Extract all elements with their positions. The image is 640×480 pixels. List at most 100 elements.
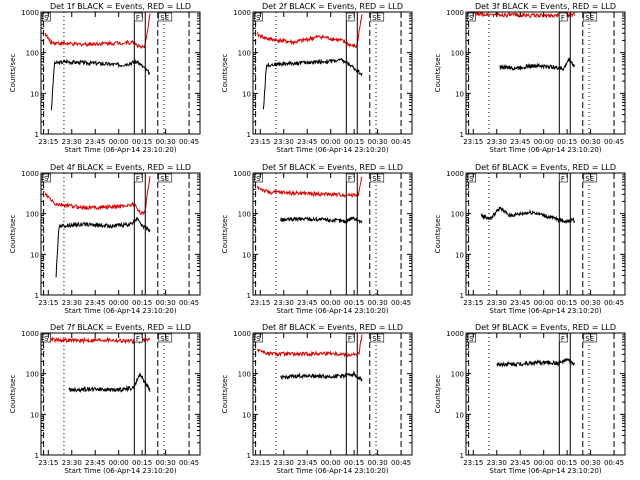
- x-tick-label: 00:00: [534, 299, 554, 307]
- flag-box: [254, 333, 263, 343]
- x-tick-label: 00:00: [534, 138, 554, 146]
- x-axis-label: Start Time (06-Apr-14 23:10:20): [276, 146, 388, 154]
- flag-label: SE: [160, 175, 169, 183]
- flag-label: S: [256, 175, 261, 183]
- x-tick-label: 23:30: [487, 459, 507, 467]
- x-tick-label: 00:45: [179, 459, 199, 467]
- y-axis-label: Counts/sec: [221, 375, 229, 414]
- y-axis-label: Counts/sec: [221, 54, 229, 93]
- panel-title: Det 1f BLACK = Events, RED = LLD: [50, 2, 191, 11]
- x-tick-label: 00:45: [391, 299, 411, 307]
- flag-box: [467, 173, 476, 183]
- x-tick-label: 00:45: [391, 459, 411, 467]
- x-tick-label: 00:30: [155, 299, 175, 307]
- x-tick-label: 00:15: [344, 299, 364, 307]
- x-tick-label: 00:30: [367, 299, 387, 307]
- series-events-line: [262, 57, 363, 110]
- x-tick-label: 23:15: [463, 299, 483, 307]
- series-lld-line: [44, 13, 151, 49]
- flag-label: S: [256, 335, 261, 343]
- x-tick-label: 23:15: [250, 299, 270, 307]
- x-tick-label: 00:45: [604, 138, 624, 146]
- x-tick-label: 00:15: [557, 138, 577, 146]
- y-tick-label: 1000: [233, 170, 251, 178]
- x-tick-label: 00:45: [391, 138, 411, 146]
- series-events-line: [480, 206, 576, 225]
- x-tick-label: 00:00: [534, 459, 554, 467]
- y-tick-label: 10: [30, 251, 39, 259]
- x-tick-label: 00:15: [344, 459, 364, 467]
- y-tick-label: 100: [238, 371, 251, 379]
- plot-frame: [40, 172, 201, 296]
- flag-label: SE: [585, 175, 594, 183]
- y-tick-label: 1: [247, 131, 251, 139]
- x-tick-label: 23:45: [85, 299, 105, 307]
- y-tick-label: 1000: [446, 330, 464, 338]
- y-tick-label: 1000: [21, 9, 39, 17]
- y-tick-label: 10: [242, 411, 251, 419]
- x-axis-label: Start Time (06-Apr-14 23:10:20): [489, 307, 601, 315]
- x-tick-label: 23:45: [297, 459, 317, 467]
- flag-label: SE: [372, 14, 381, 22]
- y-tick-label: 10: [30, 90, 39, 98]
- flag-label: S: [469, 335, 474, 343]
- series-events-line: [499, 57, 576, 72]
- flag-label: S: [44, 175, 49, 183]
- y-tick-label: 10: [455, 251, 464, 259]
- series-events-line: [55, 216, 151, 278]
- y-tick-label: 100: [451, 371, 464, 379]
- y-axis-label: Counts/sec: [221, 215, 229, 254]
- flag-label: SE: [585, 335, 594, 343]
- y-axis-label: Counts/sec: [434, 54, 442, 93]
- x-tick-label: 00:45: [179, 138, 199, 146]
- x-tick-label: 00:00: [109, 459, 129, 467]
- y-axis-label: Counts/sec: [434, 375, 442, 414]
- x-tick-label: 23:15: [38, 299, 58, 307]
- y-tick-label: 100: [238, 50, 251, 58]
- y-tick-label: 10: [242, 90, 251, 98]
- x-tick-label: 23:15: [38, 138, 58, 146]
- x-tick-label: 00:45: [179, 299, 199, 307]
- x-tick-label: 00:15: [132, 138, 152, 146]
- x-tick-label: 23:45: [297, 138, 317, 146]
- y-axis-label: Counts/sec: [434, 215, 442, 254]
- flag-label: S: [44, 14, 49, 22]
- x-tick-label: 23:15: [463, 138, 483, 146]
- y-tick-label: 100: [26, 371, 39, 379]
- y-tick-label: 100: [238, 211, 251, 219]
- panel-title: Det 5f BLACK = Events, RED = LLD: [262, 163, 403, 172]
- x-axis-label: Start Time (06-Apr-14 23:10:20): [64, 467, 176, 475]
- y-tick-label: 100: [26, 211, 39, 219]
- panel-title: Det 7f BLACK = Events, RED = LLD: [50, 323, 191, 332]
- series-events-line: [280, 216, 363, 225]
- series-lld-line: [44, 176, 151, 216]
- panel-title: Det 3f BLACK = Events, RED = LLD: [475, 2, 616, 11]
- x-tick-label: 23:45: [297, 299, 317, 307]
- flag-box: [42, 12, 51, 22]
- x-tick-label: 23:30: [274, 299, 294, 307]
- x-tick-label: 23:45: [510, 138, 530, 146]
- series-lld-line: [44, 336, 151, 345]
- x-tick-label: 00:45: [604, 299, 624, 307]
- y-tick-label: 1000: [21, 170, 39, 178]
- panel-title: Det 4f BLACK = Events, RED = LLD: [50, 163, 191, 172]
- x-tick-label: 23:15: [250, 138, 270, 146]
- plot-frame: [40, 332, 201, 456]
- x-tick-label: 00:15: [557, 299, 577, 307]
- flag-box: [42, 173, 51, 183]
- y-tick-label: 1: [247, 292, 251, 300]
- x-tick-label: 23:45: [85, 459, 105, 467]
- x-tick-label: 00:30: [155, 459, 175, 467]
- series-lld-line: [256, 14, 363, 49]
- series-events-line: [280, 370, 363, 382]
- series-events-line: [68, 372, 151, 393]
- flag-label: F: [348, 335, 352, 343]
- y-tick-label: 1000: [446, 9, 464, 17]
- x-axis-label: Start Time (06-Apr-14 23:10:20): [64, 146, 176, 154]
- x-tick-label: 23:30: [487, 138, 507, 146]
- x-tick-label: 00:30: [580, 299, 600, 307]
- panel-title: Det 9f BLACK = Events, RED = LLD: [475, 323, 616, 332]
